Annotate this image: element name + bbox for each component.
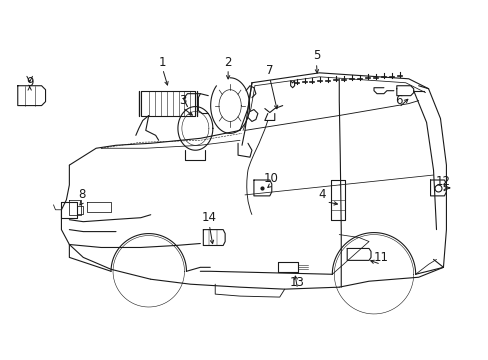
Text: 3: 3 bbox=[179, 94, 186, 107]
Text: 4: 4 bbox=[318, 188, 325, 201]
Text: 2: 2 bbox=[224, 57, 231, 69]
Text: 10: 10 bbox=[263, 171, 278, 185]
Text: 7: 7 bbox=[265, 64, 273, 77]
Text: 8: 8 bbox=[79, 188, 86, 201]
Text: 9: 9 bbox=[26, 76, 33, 89]
Text: 13: 13 bbox=[289, 276, 305, 289]
Text: 1: 1 bbox=[159, 57, 166, 69]
Text: 11: 11 bbox=[373, 251, 387, 264]
Text: 12: 12 bbox=[435, 175, 450, 189]
Text: 6: 6 bbox=[394, 94, 402, 107]
Text: 14: 14 bbox=[202, 211, 216, 224]
Text: 5: 5 bbox=[312, 49, 320, 63]
